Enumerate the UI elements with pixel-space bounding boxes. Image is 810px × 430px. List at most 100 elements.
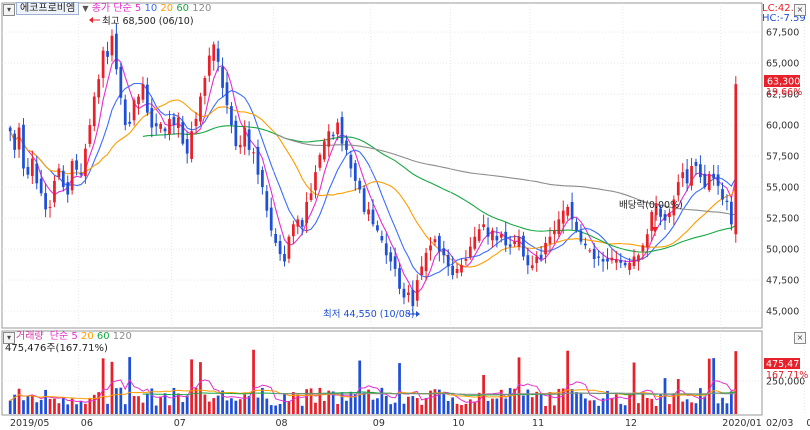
candle-body [101, 50, 105, 78]
volume-bar [278, 404, 282, 414]
candle-body [526, 255, 530, 266]
instrument-dropdown-icon[interactable]: ▼ [82, 4, 89, 13]
volume-bar [172, 387, 176, 414]
volume-bar [212, 398, 216, 414]
volume-bar [654, 405, 658, 414]
candle-body [513, 241, 516, 245]
volume-bar [35, 402, 39, 414]
candle-body [199, 96, 202, 122]
volume-bar [300, 405, 304, 414]
candle-body [39, 178, 43, 194]
candle-body [203, 77, 207, 96]
candle-body [530, 265, 534, 269]
candle-body [331, 134, 335, 137]
volume-bar [353, 394, 357, 414]
candle-body [115, 33, 118, 70]
volume-bar [256, 397, 260, 414]
volume-bar [79, 400, 83, 414]
candle-body [429, 245, 432, 251]
volume-bar [477, 392, 481, 414]
volume-bar [48, 398, 52, 414]
volume-bar [473, 401, 477, 414]
volume-bar [123, 404, 127, 414]
volume-bar [8, 400, 12, 414]
volume-bar [154, 405, 158, 414]
ex-dividend-label: 배당락(0.00%) [619, 199, 683, 211]
last-volume-value: 475,476 [766, 359, 805, 370]
volume-bar [190, 359, 193, 414]
price-y-tick-label: 45,000 [766, 307, 799, 318]
volume-bar [376, 398, 379, 414]
volume-bar [380, 387, 384, 414]
volume-bar [265, 398, 269, 414]
price-ma-20: 20 [160, 3, 174, 14]
candle-body [601, 259, 605, 262]
candle-body [685, 169, 689, 184]
candle-body [504, 231, 508, 246]
volume-bar [101, 358, 105, 414]
candle-body [402, 288, 406, 298]
volume-bar [601, 398, 605, 414]
volume-bar [499, 389, 503, 414]
candle-body [336, 122, 339, 135]
candle-body [393, 256, 397, 269]
volume-bar [623, 405, 627, 414]
volume-bar [291, 392, 295, 414]
candle-body [216, 48, 220, 62]
volume-bar [597, 405, 601, 414]
volume-bar [583, 398, 587, 414]
instrument-name: 에코프로비엠 [16, 2, 80, 15]
candle-body [473, 236, 477, 249]
candle-body [283, 253, 286, 262]
candle-body [353, 163, 357, 181]
volume-bar [39, 399, 43, 414]
volume-bar [44, 389, 47, 414]
volume-bar [513, 388, 516, 414]
candle-body [460, 265, 463, 273]
volume-bar [424, 398, 428, 414]
price-pane-menu-button[interactable]: ▾ [3, 4, 15, 16]
candle-body [367, 209, 370, 215]
volume-bar [451, 397, 455, 414]
candle-body [641, 245, 645, 252]
candle-body [654, 203, 658, 216]
volume-pane-menu-button[interactable]: ▾ [3, 332, 15, 344]
volume-bar [57, 403, 61, 414]
candle-body [694, 161, 698, 166]
candle-body [561, 210, 565, 224]
candle-body [132, 100, 136, 121]
candles [8, 23, 738, 316]
volume-bar [628, 393, 631, 414]
volume-moving-averages [9, 378, 737, 404]
volume-bar [557, 388, 561, 414]
volume-bar [106, 403, 109, 414]
candle-body [415, 280, 419, 301]
price-pane-close-button[interactable]: × [794, 4, 806, 16]
candle-body [287, 236, 291, 259]
candle-body [181, 121, 185, 144]
volume-bar [561, 388, 565, 414]
last-price-value: 63,300 [767, 77, 800, 88]
volume-bar [287, 401, 291, 414]
volume-bar [168, 405, 171, 414]
candle-body [437, 235, 441, 252]
volume-bar [645, 397, 649, 414]
candle-body [566, 206, 570, 216]
volume-bar [579, 393, 583, 414]
candle-body [185, 139, 189, 154]
volume-bar [128, 357, 132, 414]
candle-body [389, 252, 393, 262]
candle-body [48, 206, 52, 208]
volume-bar [137, 396, 140, 414]
candle-body [592, 248, 596, 260]
volume-bar [504, 398, 508, 414]
volume-pane-close-button[interactable]: × [794, 332, 806, 344]
volume-y-tick-label: 250,000 [766, 376, 805, 387]
volume-bar [66, 404, 70, 414]
volume-bar [690, 402, 693, 414]
high-annotation-label: 최고 68,500 (06/10) [102, 16, 194, 27]
x-end-label: 02/03 [766, 418, 793, 429]
candle-body [212, 44, 216, 61]
price-y-tick-label: 52,500 [766, 214, 799, 225]
candle-body [411, 289, 415, 307]
